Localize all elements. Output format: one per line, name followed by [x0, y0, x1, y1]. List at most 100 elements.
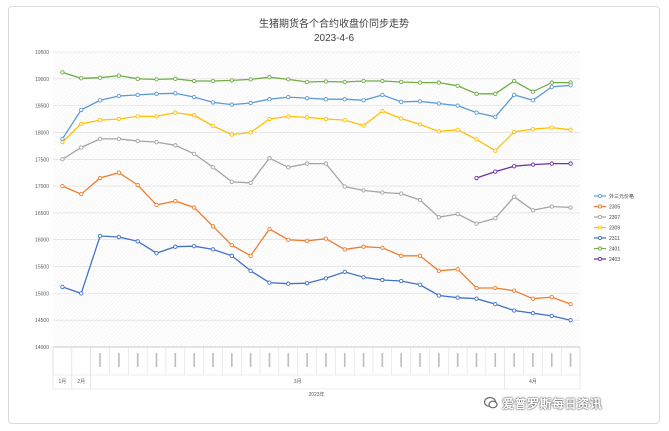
data-point	[493, 301, 498, 307]
data-point	[154, 91, 159, 96]
data-point	[304, 115, 310, 120]
data-point	[474, 221, 479, 226]
data-point	[173, 244, 178, 249]
x-date-label-mark	[494, 353, 497, 367]
legend: 外三元价格 2305 2307 2309 2311 2401 2403	[594, 193, 634, 263]
data-point	[417, 197, 423, 203]
data-point	[361, 123, 366, 128]
data-point	[455, 127, 460, 132]
data-point	[286, 237, 291, 242]
y-tick-label: 17500	[35, 157, 49, 163]
data-point	[173, 76, 178, 81]
series-unnamed	[60, 83, 573, 142]
data-point	[116, 116, 122, 122]
x-date-label-mark	[306, 353, 308, 367]
data-point	[79, 191, 84, 197]
y-tick-label: 14500	[35, 318, 49, 324]
x-date-label-mark	[569, 353, 572, 367]
legend-label: 2401	[609, 247, 620, 253]
data-point	[455, 267, 460, 272]
data-point	[493, 91, 498, 96]
y-tick-label: 15500	[35, 265, 49, 271]
data-point	[248, 268, 253, 273]
data-point	[229, 102, 234, 107]
x-date-label-mark	[419, 353, 421, 367]
series-line	[61, 84, 571, 140]
data-point	[323, 161, 329, 166]
data-point	[192, 94, 197, 100]
data-point	[380, 92, 385, 98]
data-point	[493, 169, 498, 174]
x-date-label-mark	[193, 353, 195, 367]
data-point	[493, 285, 498, 291]
data-point	[455, 211, 460, 217]
data-point	[248, 77, 253, 82]
x-month-label: 4月	[529, 379, 537, 385]
data-point	[511, 92, 517, 98]
x-date-label-mark	[249, 353, 252, 367]
data-point	[549, 204, 554, 209]
series-2311	[60, 233, 573, 323]
plot-area	[53, 52, 580, 347]
data-point	[511, 129, 517, 135]
data-point	[380, 108, 385, 114]
legend-label: 2307	[609, 215, 620, 221]
series-2403	[474, 161, 573, 181]
data-point	[97, 98, 103, 103]
data-point	[210, 247, 216, 252]
data-point	[568, 127, 573, 132]
data-point	[97, 136, 103, 142]
data-point	[568, 83, 573, 88]
data-point	[267, 75, 272, 80]
x-date-label-mark	[231, 353, 233, 367]
x-year-label: 2023年	[308, 391, 324, 398]
data-point	[399, 191, 404, 196]
data-point	[60, 157, 65, 162]
data-point	[323, 79, 329, 84]
data-point	[286, 114, 291, 119]
data-point	[549, 80, 554, 85]
data-point	[135, 138, 140, 144]
data-point	[455, 295, 460, 300]
y-tick-label: 16000	[35, 238, 49, 244]
data-point	[79, 145, 84, 150]
series-2309	[60, 108, 573, 153]
data-point	[455, 83, 460, 88]
chart-title: 生猪期货各个合约收盘价同步走势	[259, 17, 409, 30]
y-tick-label: 14000	[35, 345, 49, 351]
data-point	[248, 130, 253, 135]
data-point	[304, 95, 310, 101]
x-date-label-mark	[99, 353, 101, 367]
legend-marker	[597, 256, 603, 262]
data-point	[135, 239, 140, 244]
data-point	[173, 91, 178, 96]
x-date-label-mark	[532, 353, 534, 367]
data-point	[154, 250, 159, 256]
x-date-label-mark	[438, 353, 440, 367]
data-point	[380, 245, 385, 250]
data-point	[135, 76, 140, 81]
data-point	[399, 79, 404, 85]
data-point	[173, 198, 178, 204]
data-point	[493, 114, 498, 120]
data-point	[323, 276, 329, 281]
data-point	[511, 288, 517, 293]
x-date-label-mark	[268, 353, 271, 367]
data-point	[493, 216, 498, 221]
series-2401	[60, 70, 573, 96]
data-point	[286, 281, 291, 286]
data-point	[417, 282, 423, 287]
data-point	[474, 91, 479, 96]
data-point	[530, 89, 536, 94]
data-point	[474, 285, 479, 291]
data-point	[323, 116, 329, 122]
data-point	[323, 236, 329, 241]
data-point	[192, 205, 197, 210]
data-point	[549, 84, 554, 90]
y-axis: 14000 14500 15000 15500 16000 16500 17000 17500…	[35, 50, 49, 351]
data-point	[568, 205, 573, 210]
x-date-label-mark	[456, 353, 459, 367]
data-point	[417, 99, 423, 104]
data-point	[210, 100, 216, 105]
data-point	[361, 78, 366, 84]
